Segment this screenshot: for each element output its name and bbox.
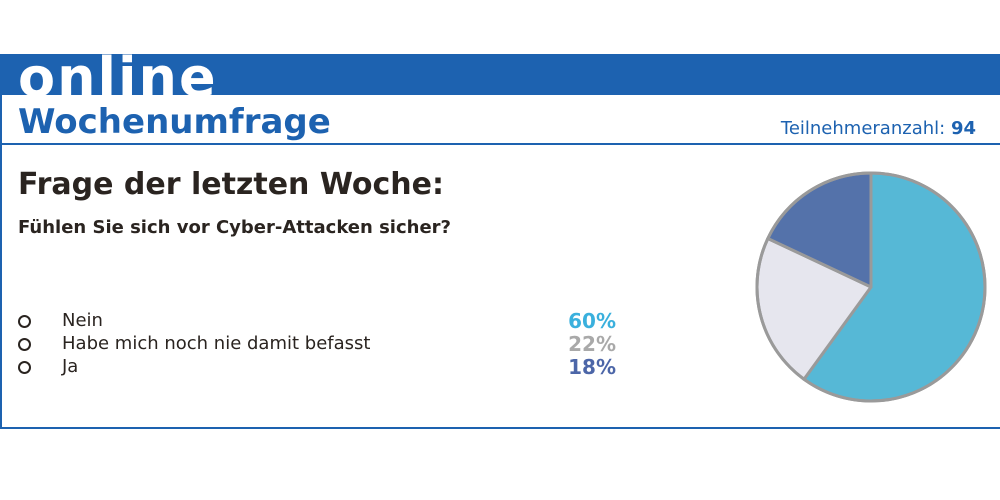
answer-row-nie-befasst[interactable]: Habe mich noch nie damit befasst 22% [18, 333, 618, 356]
answer-percentage: 60% [568, 309, 616, 333]
answer-percentage: 18% [568, 355, 616, 379]
radio-circle-icon[interactable] [18, 315, 31, 328]
answer-row-ja[interactable]: Ja 18% [18, 356, 618, 379]
answer-percentage: 22% [568, 332, 616, 356]
question-heading: Frage der letzten Woche: [18, 167, 444, 202]
answer-label: Nein [62, 310, 103, 331]
participant-number: 94 [950, 118, 976, 139]
answer-list: Nein 60% Habe mich noch nie damit befass… [18, 310, 618, 379]
participant-label: Teilnehmeranzahl: [780, 118, 946, 139]
title-underline [0, 143, 1000, 145]
bottom-border [0, 427, 1000, 429]
banner-word: online [18, 54, 218, 95]
answer-label: Ja [62, 356, 79, 377]
online-banner: online [0, 54, 1000, 95]
pie-outline [755, 171, 987, 403]
radio-circle-icon[interactable] [18, 361, 31, 374]
left-border [0, 95, 2, 428]
answer-label: Habe mich noch nie damit befasst [62, 333, 371, 354]
participant-count: Teilnehmeranzahl: 94 [781, 118, 976, 140]
page-title: Wochenumfrage [18, 102, 331, 142]
question-text: Fühlen Sie sich vor Cyber-Attacken siche… [18, 217, 451, 238]
answer-row-nein[interactable]: Nein 60% [18, 310, 618, 333]
radio-circle-icon[interactable] [18, 338, 31, 351]
pie-chart [755, 171, 987, 403]
